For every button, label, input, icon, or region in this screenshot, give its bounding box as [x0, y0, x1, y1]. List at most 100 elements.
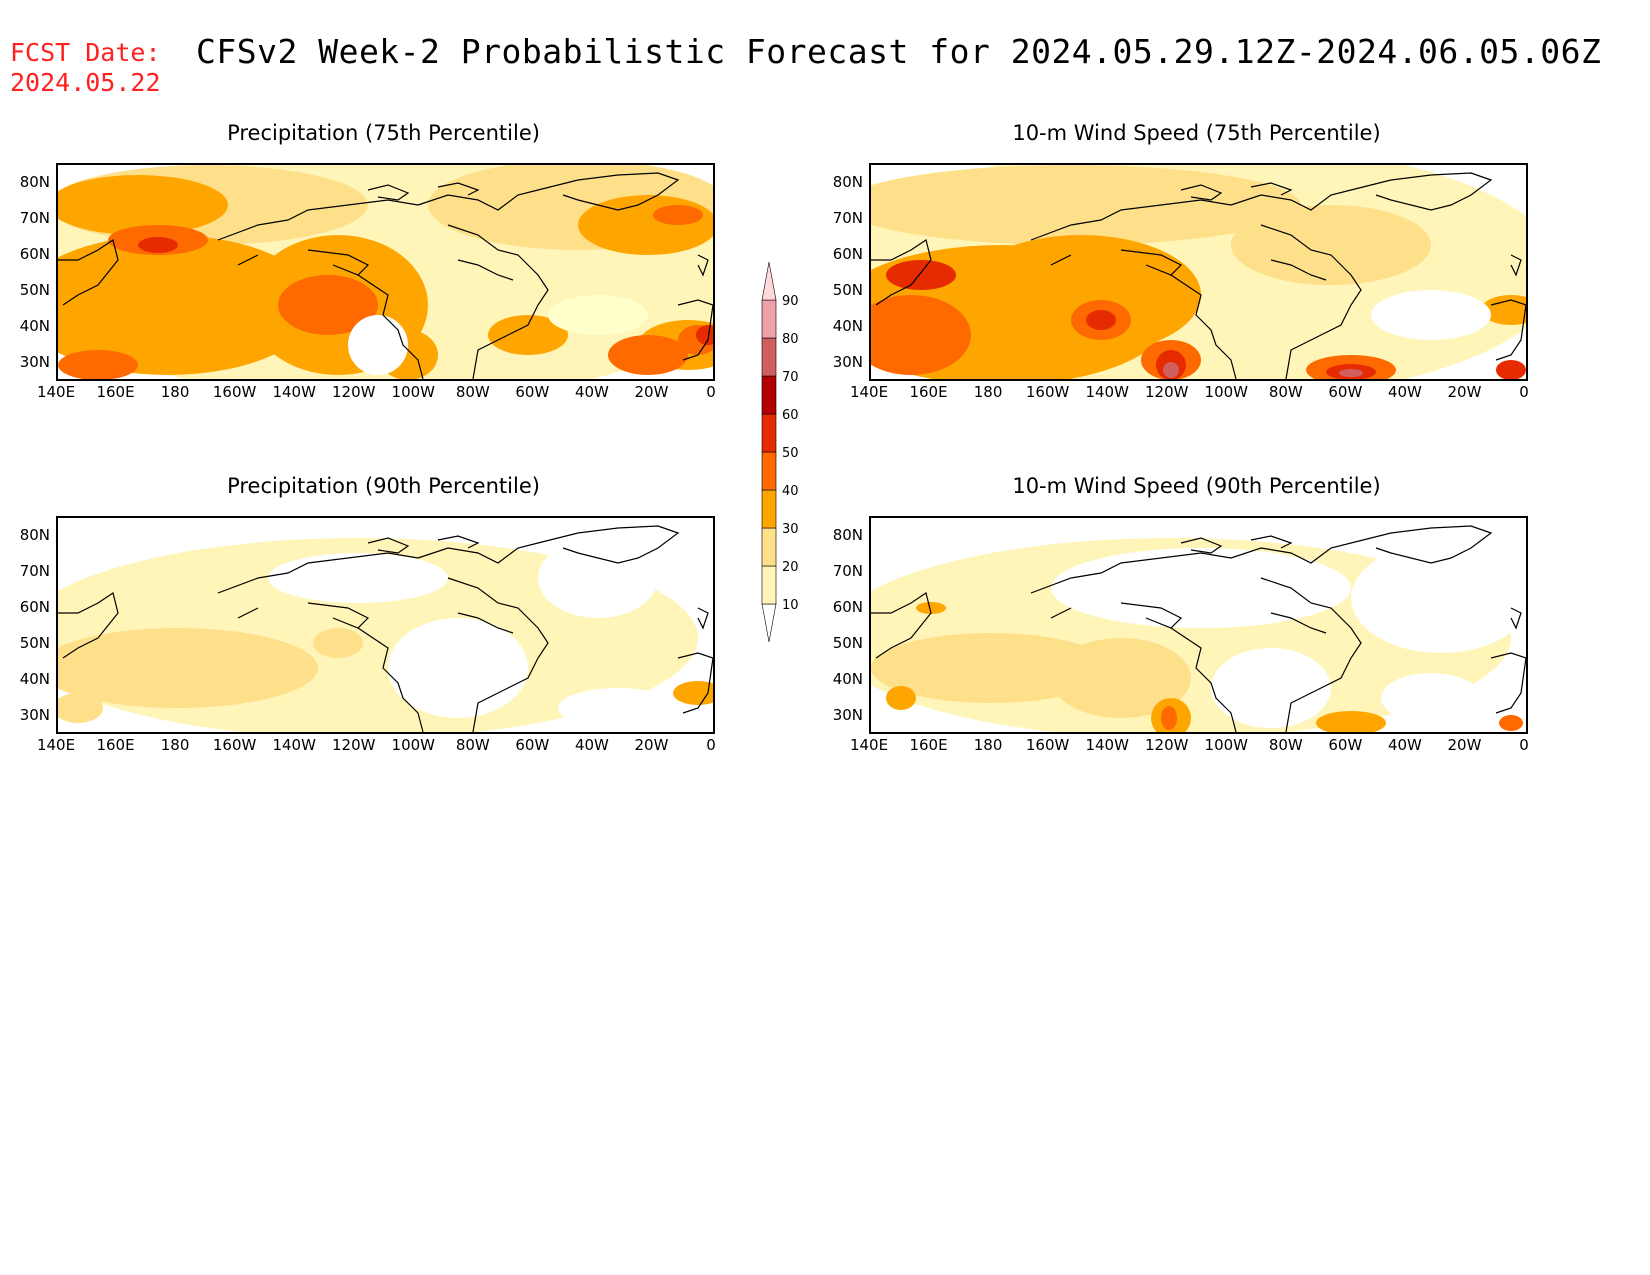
lon-tick-label: 140W — [1085, 736, 1129, 754]
shaded-region — [58, 628, 318, 708]
lon-tick-label: 20W — [1447, 736, 1482, 754]
coastline — [1030, 199, 1232, 241]
coastline — [447, 224, 549, 379]
lon-tick-label: 80W — [455, 383, 490, 401]
lon-tick-label: 120W — [1144, 383, 1189, 401]
lat-tick-label: 70N — [19, 562, 50, 580]
shaded-region — [1496, 360, 1526, 379]
lon-tick-label: 100W — [1204, 736, 1248, 754]
shaded-region — [558, 688, 678, 728]
lat-tick-label: 70N — [19, 209, 50, 227]
shaded-region — [1161, 706, 1177, 730]
lon-tick-label: 140E — [849, 383, 889, 401]
coastline — [417, 179, 579, 211]
lon-tick-label: 180 — [160, 736, 190, 754]
coastline — [237, 607, 259, 619]
lat-tick-label: 50N — [19, 634, 50, 652]
shaded-region — [58, 235, 318, 375]
colorbar-segment — [761, 489, 777, 529]
colorbar-label: 30 — [782, 522, 799, 537]
lon-tick-label: 60W — [1328, 736, 1363, 754]
lat-tick-label: 50N — [832, 634, 863, 652]
coastline — [58, 592, 119, 659]
shaded-region — [1316, 711, 1386, 732]
panel-title: Precipitation (90th Percentile) — [227, 474, 540, 498]
lon-tick-label: 160W — [212, 736, 257, 754]
shaded-region — [871, 165, 1301, 245]
shaded-region — [58, 350, 138, 379]
lon-tick-label: 20W — [634, 736, 669, 754]
coastline — [562, 525, 680, 564]
colorbar-segment — [761, 527, 777, 567]
lat-tick-label: 40N — [832, 317, 863, 335]
shaded-region — [488, 315, 568, 355]
lon-tick-label: 40W — [574, 383, 609, 401]
shaded-region — [1231, 205, 1431, 285]
lat-tick-label: 80N — [832, 173, 863, 191]
shaded-region — [1481, 295, 1526, 325]
lon-tick-label: 160W — [1025, 383, 1070, 401]
lon-tick-label: 0 — [706, 383, 716, 401]
coastline — [457, 259, 514, 281]
coastline — [1510, 607, 1522, 630]
lat-tick-label: 50N — [832, 281, 863, 299]
lon-tick-label: 40W — [574, 736, 609, 754]
map-svg — [58, 165, 713, 379]
lon-tick-label: 140E — [849, 736, 889, 754]
lon-tick-label: 40W — [1387, 736, 1422, 754]
lon-tick-label: 160W — [212, 383, 257, 401]
colorbar-label: 90 — [782, 294, 799, 309]
coastline — [1170, 274, 1237, 379]
lon-tick-label: 140W — [272, 383, 316, 401]
shaded-region — [138, 237, 178, 253]
coastline — [1490, 299, 1526, 361]
lat-tick-label: 80N — [19, 526, 50, 544]
shaded-region — [1086, 310, 1116, 330]
shaded-region — [1351, 543, 1526, 653]
panel-title: 10-m Wind Speed (75th Percentile) — [1012, 121, 1381, 145]
lon-tick-label: 0 — [1519, 736, 1529, 754]
coastline — [367, 184, 410, 201]
shaded-region — [886, 260, 956, 290]
colorbar-label: 60 — [782, 408, 799, 423]
colorbar-segment — [761, 261, 777, 301]
shaded-region — [653, 205, 703, 225]
coastline — [1375, 525, 1493, 564]
coastline — [1250, 535, 1293, 549]
lat-tick-label: 60N — [832, 598, 863, 616]
coastline — [1260, 224, 1362, 379]
colorbar-label: 70 — [782, 370, 799, 385]
shaded-region — [388, 618, 528, 718]
lon-tick-label: 60W — [1328, 383, 1363, 401]
map-svg — [58, 518, 713, 732]
colorbar-segment — [761, 337, 777, 377]
lon-tick-label: 60W — [515, 736, 550, 754]
panel-title: Precipitation (75th Percentile) — [227, 121, 540, 145]
coastline — [1250, 182, 1293, 196]
fcst-date-label-text: FCST Date: — [10, 38, 161, 67]
map-plot — [869, 516, 1528, 734]
map-plot — [56, 516, 715, 734]
fcst-date-label: FCST Date: 2024.05.22 — [10, 38, 161, 98]
coastline — [1030, 552, 1232, 594]
page-title: CFSv2 Week-2 Probabilistic Forecast for … — [196, 32, 1602, 71]
lon-tick-label: 180 — [973, 736, 1003, 754]
coastline — [871, 592, 932, 659]
coastline — [237, 254, 259, 266]
lat-tick-label: 80N — [832, 526, 863, 544]
lat-tick-label: 40N — [19, 670, 50, 688]
coastline — [1170, 627, 1237, 732]
shaded-region — [886, 686, 916, 710]
colorbar-scale: 10 20 30 40 50 60 70 80 90 — [761, 261, 799, 643]
map-svg — [871, 165, 1526, 379]
colorbar-label: 40 — [782, 484, 799, 499]
lat-tick-label: 30N — [19, 353, 50, 371]
lon-tick-label: 180 — [973, 383, 1003, 401]
shaded-region — [961, 235, 1201, 355]
coastline — [307, 249, 370, 276]
lon-tick-label: 20W — [634, 383, 669, 401]
coastline — [357, 274, 424, 379]
shaded-region — [1381, 673, 1481, 723]
coastline — [1270, 259, 1327, 281]
shaded-region — [313, 628, 363, 658]
